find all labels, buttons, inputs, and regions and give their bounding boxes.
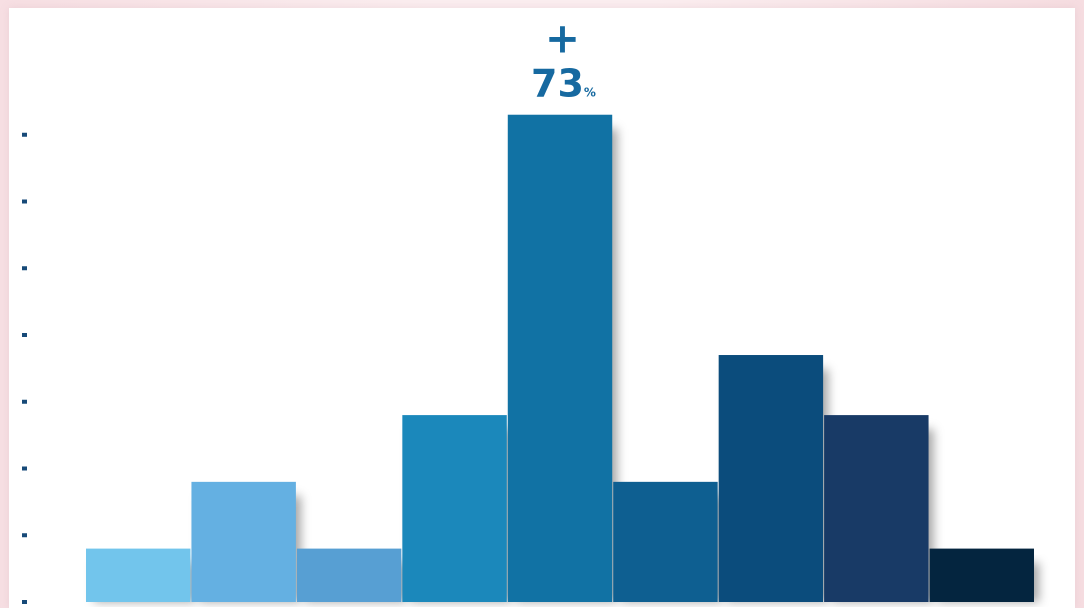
bar — [507, 114, 613, 602]
y-axis-tick-mark — [22, 333, 27, 337]
y-axis-tick-mark — [22, 600, 27, 604]
bars — [86, 114, 1034, 602]
bar — [929, 548, 1034, 602]
y-axis-tick-mark — [22, 199, 27, 204]
y-axis-tick-mark — [22, 533, 27, 538]
bar — [824, 415, 929, 602]
y-axis-tick-mark — [22, 132, 27, 137]
bar — [718, 355, 824, 602]
y-axis-ticks — [22, 132, 27, 604]
callout-plus-sign: + — [545, 14, 580, 63]
bar — [613, 481, 718, 602]
callout-value: 73 — [531, 62, 584, 106]
callout-value-label: 73% — [531, 62, 596, 106]
y-axis-tick-mark — [22, 266, 27, 271]
y-axis-tick-mark — [22, 466, 27, 471]
bar — [402, 415, 507, 602]
bar — [191, 481, 296, 602]
highlight-callout: + 73% — [531, 14, 596, 106]
bar — [296, 548, 402, 602]
y-axis-tick-mark — [22, 399, 27, 404]
bar — [86, 548, 191, 602]
callout-unit: % — [584, 86, 596, 100]
